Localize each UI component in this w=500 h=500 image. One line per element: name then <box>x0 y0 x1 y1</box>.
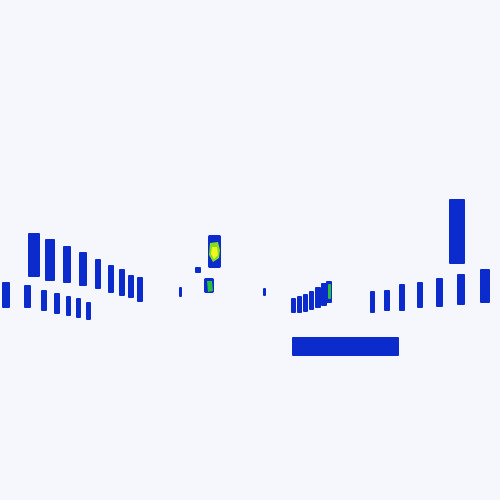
obstacle-block <box>436 278 443 307</box>
right-far-row <box>370 269 490 313</box>
obstacle-block <box>24 285 31 308</box>
small-cube <box>195 267 201 273</box>
obstacle-block <box>315 287 321 308</box>
obstacle-block <box>45 239 55 281</box>
obstacle-block <box>76 298 81 318</box>
obstacle-block <box>119 269 125 296</box>
tall-pillar <box>449 199 465 264</box>
flat-slab <box>292 337 399 356</box>
distant-marker <box>263 288 266 296</box>
obstacle-block <box>457 274 465 305</box>
obstacle-block <box>108 265 114 293</box>
obstacle-block <box>128 275 134 298</box>
obstacle-block <box>303 294 308 312</box>
obstacle-block <box>41 290 47 311</box>
right-near-row <box>291 281 332 313</box>
obstacle-block <box>297 296 302 313</box>
target-base-heat <box>207 281 213 292</box>
obstacle-block <box>54 293 60 314</box>
obstacle-block <box>309 291 314 310</box>
obstacle-block <box>137 277 143 302</box>
obstacle-block <box>79 252 87 286</box>
obstacle-block <box>384 290 390 311</box>
obstacle-block <box>399 284 405 311</box>
obstacle-block <box>63 246 71 283</box>
obstacle-block <box>28 233 40 277</box>
obstacle-heat-edge <box>328 284 331 299</box>
left-front-row <box>2 282 91 320</box>
target-object[interactable] <box>204 235 221 293</box>
obstacle-block <box>95 259 101 289</box>
obstacle-block <box>66 296 71 316</box>
distant-marker <box>179 287 182 297</box>
obstacle-block <box>480 269 490 303</box>
left-back-row <box>28 233 143 302</box>
obstacle-block <box>321 283 327 306</box>
obstacle-block <box>417 282 423 308</box>
target-heat-center <box>211 247 218 259</box>
obstacle-block <box>370 291 375 313</box>
center-markers <box>179 267 266 297</box>
obstacle-block <box>291 298 296 313</box>
obstacle-block <box>2 282 10 308</box>
obstacle-block <box>86 302 91 320</box>
